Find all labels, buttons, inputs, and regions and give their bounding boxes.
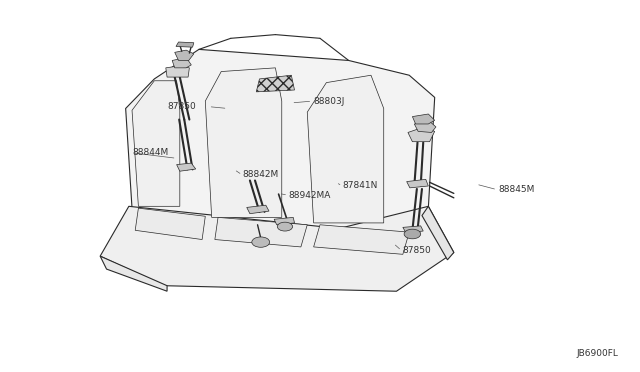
Polygon shape bbox=[175, 50, 194, 61]
Text: 88942MA: 88942MA bbox=[288, 191, 330, 200]
Polygon shape bbox=[414, 121, 436, 132]
Polygon shape bbox=[256, 75, 294, 92]
Circle shape bbox=[277, 222, 292, 231]
Polygon shape bbox=[314, 225, 409, 254]
Text: 88844M: 88844M bbox=[132, 148, 168, 157]
Polygon shape bbox=[100, 206, 454, 291]
Polygon shape bbox=[215, 217, 307, 247]
Text: 87841N: 87841N bbox=[342, 182, 378, 190]
Polygon shape bbox=[177, 163, 196, 171]
Text: JB6900FL: JB6900FL bbox=[577, 350, 618, 359]
Polygon shape bbox=[166, 66, 189, 77]
Text: 87850: 87850 bbox=[403, 246, 431, 255]
Polygon shape bbox=[135, 208, 205, 240]
Polygon shape bbox=[422, 206, 454, 260]
Polygon shape bbox=[125, 49, 435, 230]
Polygon shape bbox=[246, 205, 269, 214]
Polygon shape bbox=[132, 81, 180, 206]
Polygon shape bbox=[205, 68, 282, 217]
Polygon shape bbox=[403, 226, 423, 233]
Polygon shape bbox=[412, 114, 435, 124]
Circle shape bbox=[404, 229, 420, 239]
Polygon shape bbox=[406, 179, 428, 188]
Text: 88845M: 88845M bbox=[499, 185, 535, 194]
Text: 88842M: 88842M bbox=[243, 170, 278, 179]
Polygon shape bbox=[307, 75, 384, 223]
Text: 87850: 87850 bbox=[167, 102, 196, 111]
Circle shape bbox=[252, 237, 269, 247]
Polygon shape bbox=[408, 128, 435, 142]
Polygon shape bbox=[172, 58, 191, 68]
Polygon shape bbox=[176, 42, 194, 47]
Polygon shape bbox=[100, 256, 167, 291]
Polygon shape bbox=[274, 217, 294, 225]
Text: 88803J: 88803J bbox=[314, 97, 345, 106]
